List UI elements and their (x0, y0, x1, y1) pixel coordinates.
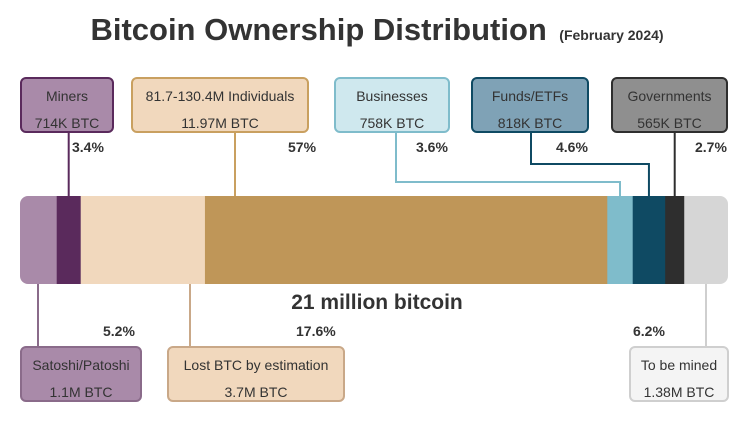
chart-title: Bitcoin Ownership Distribution (90, 12, 547, 47)
bar-segment-businesses (607, 196, 634, 284)
label-box-funds-etfs: Funds/ETFs 818K BTC (471, 77, 589, 133)
bar-segment-governments (665, 196, 685, 284)
label-value: 714K BTC (34, 115, 100, 131)
chart-subtitle: (February 2024) (559, 27, 664, 43)
bar-segment-individuals (204, 196, 608, 284)
bar-segment-to-be-mined (684, 196, 728, 284)
label-box-to-be-mined: To be mined 1.38M BTC (629, 346, 729, 402)
connector-businesses (395, 133, 621, 196)
label-name: Funds/ETFs (491, 88, 569, 104)
label-value: 818K BTC (497, 115, 563, 131)
connector-lines (37, 133, 707, 346)
label-value: 1.1M BTC (49, 384, 113, 400)
connector-funds-etfs (530, 133, 650, 196)
percent-label-businesses: 3.6% (416, 139, 448, 155)
title-row: Bitcoin Ownership Distribution (February… (0, 12, 754, 48)
label-box-businesses: Businesses 758K BTC (334, 77, 450, 133)
label-box-miners: Miners 714K BTC (20, 77, 114, 133)
label-name: Satoshi/Patoshi (32, 357, 130, 373)
stacked-bar (20, 196, 728, 284)
percent-label-to-be-mined: 6.2% (633, 323, 665, 339)
label-value: 565K BTC (637, 115, 702, 131)
label-name: Governments (627, 88, 712, 104)
label-box-governments: Governments 565K BTC (611, 77, 728, 133)
label-value: 3.7M BTC (224, 384, 288, 400)
label-value: 11.97M BTC (181, 115, 259, 131)
label-box-satoshi-patoshi: Satoshi/Patoshi 1.1M BTC (20, 346, 142, 402)
percent-label-governments: 2.7% (695, 139, 727, 155)
label-box-lost-btc: Lost BTC by estimation 3.7M BTC (167, 346, 345, 402)
label-name: Lost BTC by estimation (183, 357, 329, 373)
label-value: 1.38M BTC (643, 384, 715, 400)
bar-segment-funds-etfs (632, 196, 666, 284)
percent-label-lost-btc: 17.6% (296, 323, 336, 339)
bar-segment-lost-btc (80, 196, 206, 284)
percent-label-satoshi-patoshi: 5.2% (103, 323, 135, 339)
label-value: 758K BTC (359, 115, 425, 131)
percent-label-individuals: 57% (288, 139, 317, 155)
bar-segment-satoshi-patoshi (20, 196, 58, 284)
bar-segment-miners (56, 196, 82, 284)
label-name: Businesses (356, 88, 428, 104)
percent-label-miners: 3.4% (72, 139, 104, 155)
label-name: 81.7-130.4M Individuals (145, 88, 295, 104)
label-box-individuals: 81.7-130.4M Individuals 11.97M BTC (131, 77, 309, 133)
percent-label-funds-etfs: 4.6% (556, 139, 588, 155)
label-name: To be mined (640, 357, 718, 373)
label-name: Miners (45, 88, 88, 104)
total-label: 21 million bitcoin (291, 291, 463, 314)
